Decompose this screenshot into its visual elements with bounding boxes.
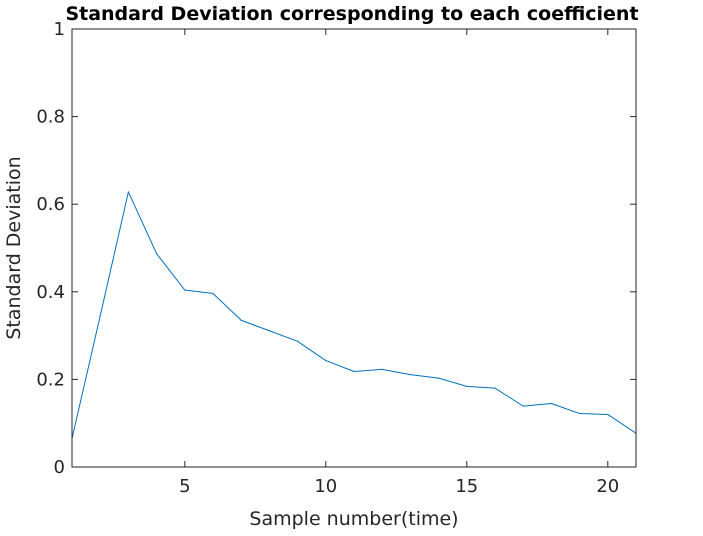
data-point bbox=[579, 412, 581, 415]
data-point bbox=[438, 377, 440, 379]
data-point bbox=[240, 319, 242, 321]
data-point bbox=[127, 191, 129, 193]
y-tick-label: 0.8 bbox=[36, 107, 65, 128]
data-point bbox=[353, 370, 355, 373]
data-point bbox=[409, 373, 411, 376]
data-point bbox=[99, 315, 101, 317]
data-point bbox=[325, 359, 327, 362]
data-point bbox=[212, 292, 214, 295]
y-axis-label: Standard Deviation bbox=[3, 156, 25, 339]
chart-title: Standard Deviation corresponding to each… bbox=[65, 3, 638, 25]
y-tick-label: 0.2 bbox=[36, 369, 65, 390]
x-axis-label: Sample number(time) bbox=[249, 508, 458, 530]
data-point bbox=[550, 402, 553, 405]
plot-area-border bbox=[71, 28, 637, 468]
plot-area-frame bbox=[71, 28, 637, 468]
data-point bbox=[466, 385, 468, 388]
data-point bbox=[297, 340, 299, 342]
y-tick-label: 0 bbox=[54, 457, 65, 478]
data-point bbox=[156, 253, 158, 255]
data-point bbox=[494, 387, 496, 389]
data-point bbox=[522, 405, 524, 407]
axis-ticks: 5 10 15 20 0 0.2 0.4 0.6 0.8 1 bbox=[36, 19, 636, 497]
y-tick-label: 0.6 bbox=[36, 194, 65, 215]
y-tick-label: 0.4 bbox=[36, 282, 65, 303]
x-tick-label: 5 bbox=[179, 476, 190, 497]
x-tick-label: 20 bbox=[596, 476, 619, 497]
x-tick-label: 10 bbox=[314, 476, 337, 497]
x-tick-label: 15 bbox=[455, 476, 478, 497]
data-point bbox=[184, 289, 186, 291]
data-point bbox=[381, 368, 383, 370]
data-point bbox=[268, 330, 270, 332]
y-tick-label: 1 bbox=[54, 19, 65, 40]
data-point bbox=[607, 413, 609, 416]
